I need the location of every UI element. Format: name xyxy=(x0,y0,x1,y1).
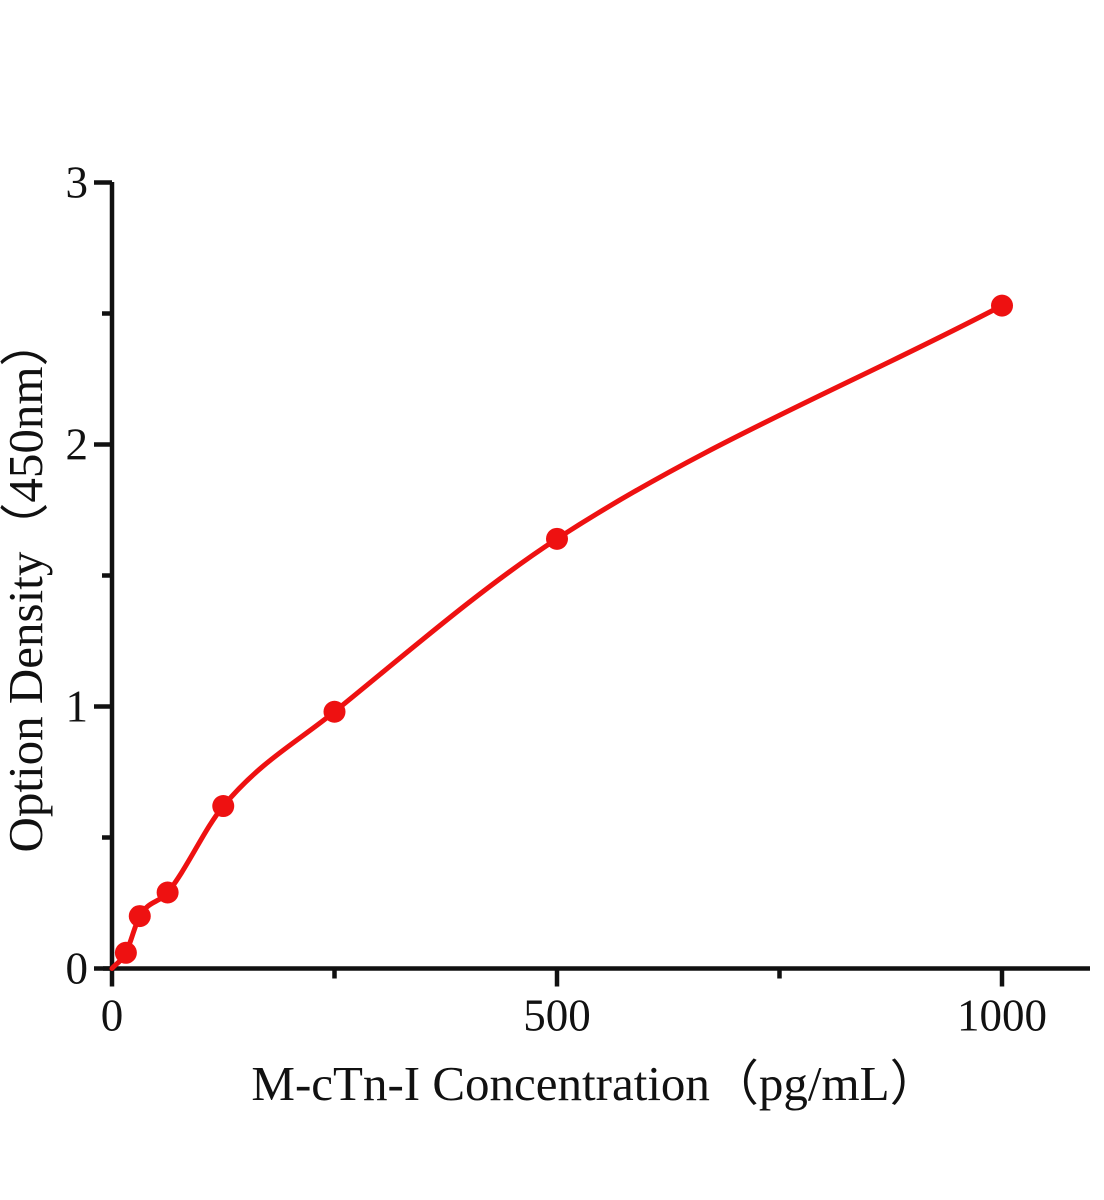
data-point xyxy=(991,294,1013,317)
y-tick-label: 3 xyxy=(66,158,89,208)
data-point xyxy=(114,941,137,964)
data-point xyxy=(156,881,179,904)
y-axis-title: Option Density（450nm） xyxy=(0,318,53,853)
x-tick-label: 1000 xyxy=(957,991,1047,1041)
data-point xyxy=(128,905,151,928)
standard-curve-line xyxy=(109,303,1005,971)
data-point xyxy=(546,527,568,550)
y-tick-label: 0 xyxy=(66,944,89,994)
x-axis-title: M-cTn-I Concentration（pg/mL） xyxy=(251,1056,938,1111)
y-tick-label: 1 xyxy=(66,682,89,732)
data-point xyxy=(323,700,346,723)
data-point xyxy=(212,795,235,818)
x-tick-label: 0 xyxy=(101,991,124,1041)
y-tick-label: 2 xyxy=(66,420,89,470)
x-tick-label: 500 xyxy=(523,991,591,1041)
